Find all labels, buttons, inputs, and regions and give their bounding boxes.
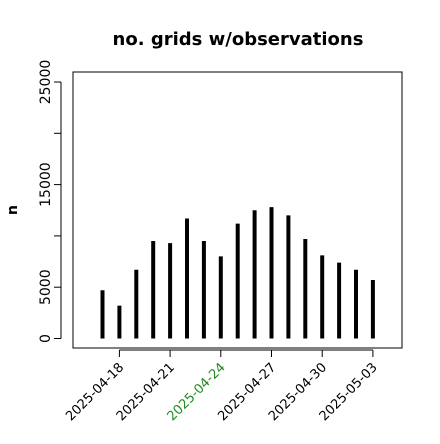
y-tick-label: 5000 — [38, 269, 54, 305]
y-tick-label: 15000 — [38, 162, 54, 207]
y-tick-label: 25000 — [38, 60, 54, 105]
plot-frame — [72, 71, 403, 349]
x-axis: 2025-04-182025-04-212025-04-242025-04-27… — [63, 349, 381, 424]
bars — [100, 207, 375, 339]
y-axis-label: n — [5, 205, 21, 215]
y-tick-label: 0 — [38, 334, 54, 343]
chart-title: no. grids w/observations — [113, 29, 364, 50]
y-axis: 0 5000 15000 25000 — [38, 60, 62, 343]
